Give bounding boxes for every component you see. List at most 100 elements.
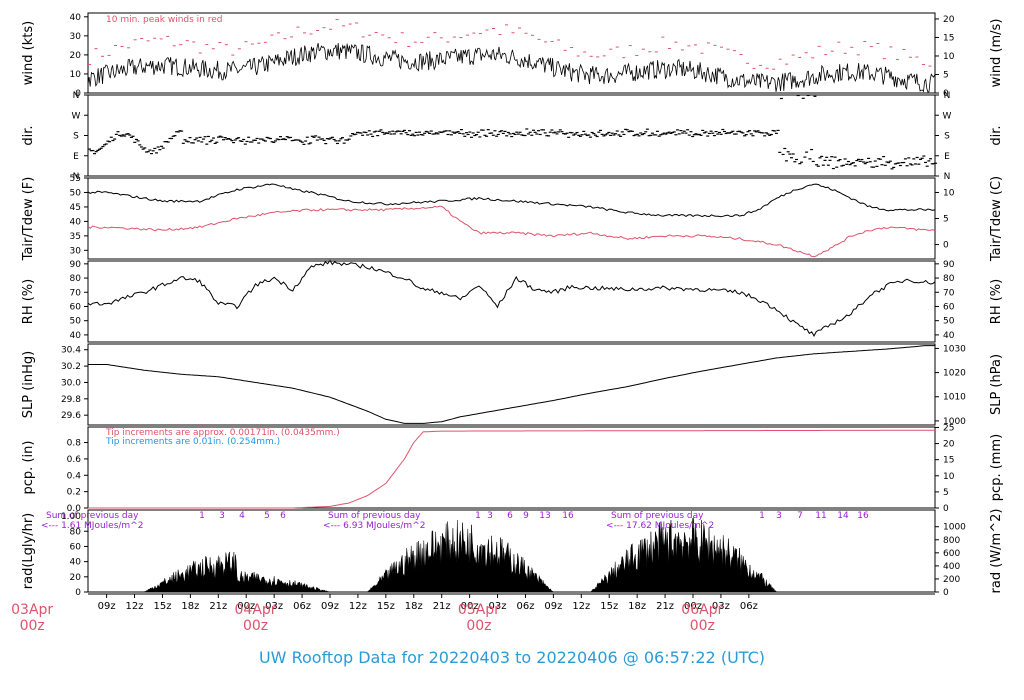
date-label: 05Apr xyxy=(458,602,500,618)
wind-speed-line xyxy=(87,43,935,93)
ytick-label-right: 400 xyxy=(943,562,960,572)
ytick-label-left: 0.6 xyxy=(67,455,82,465)
ylabel-left-pcp: pcp. (in) xyxy=(21,441,36,495)
rad-hour-label: 5 xyxy=(264,511,270,521)
x-tick-label: 12z xyxy=(349,601,367,612)
x-tick-label: 12z xyxy=(572,601,590,612)
ytick-label-left: 20 xyxy=(70,573,82,583)
ylabel-right-rad: rad (W/m^2) xyxy=(989,509,1004,594)
radiation-area-day2 xyxy=(366,519,555,593)
series-line-rh-0 xyxy=(87,259,936,337)
ytick-label-left: 30 xyxy=(70,246,82,256)
ytick-label-right: 1000 xyxy=(943,417,966,427)
ytick-label-left: 0.8 xyxy=(67,439,82,449)
rad-hour-label: 3 xyxy=(219,511,225,521)
ylabel-left-wind: wind (kts) xyxy=(21,21,36,85)
ytick-label-right: S xyxy=(944,132,950,142)
ytick-label-right: 1000 xyxy=(943,523,966,533)
ytick-label-left: 0.2 xyxy=(67,488,81,498)
wind-annotation: 10 min. peak winds in red xyxy=(106,15,223,25)
ytick-label-left: 20 xyxy=(70,51,82,61)
ytick-label-right: W xyxy=(943,111,952,121)
ytick-label-right: 15 xyxy=(943,456,954,466)
ytick-label-left: 55 xyxy=(70,174,81,184)
ytick-label-right: 90 xyxy=(943,260,955,270)
chart-canvas: wind (kts) wind (m/s)0102030400510152010 … xyxy=(11,12,1004,634)
rad-sum-label: Sum of previous day xyxy=(611,511,704,521)
rad-hour-label: 3 xyxy=(776,511,782,521)
ytick-label-left: 60 xyxy=(70,302,82,312)
rad-hour-label: 1 xyxy=(759,511,765,521)
ytick-label-left: 0.0 xyxy=(67,504,82,514)
ytick-label-right: 70 xyxy=(943,288,955,298)
ytick-label-right: 5 xyxy=(943,488,949,498)
ytick-label-right: E xyxy=(944,152,950,162)
ytick-label-right: 10 xyxy=(943,472,955,482)
ytick-label-right: N xyxy=(944,172,951,182)
rad-sum-label: Sum of previous day xyxy=(328,511,421,521)
radiation-area-day1 xyxy=(142,551,331,593)
x-tick-label: 06z xyxy=(293,601,311,612)
x-tick-label: 06z xyxy=(740,601,758,612)
ytick-label-left: 35 xyxy=(70,232,81,242)
rad-sum-value: <--- 17.62 MJoules/m^2 xyxy=(606,521,714,531)
pcp-annotation-1: Tip increments are approx. 0.00171in. (0… xyxy=(105,428,340,438)
panel-frame-slp xyxy=(87,343,936,426)
footer-title: UW Rooftop Data for 20220403 to 20220406… xyxy=(258,648,766,667)
rad-sum-value: <--- 6.93 MJoules/m^2 xyxy=(323,521,425,531)
date-label: 03Apr xyxy=(11,602,53,618)
panel-frame-pcp xyxy=(87,426,936,509)
ylabel-left-rh: RH (%) xyxy=(21,279,36,324)
x-tick-label: 18z xyxy=(405,601,423,612)
ytick-label-right: 25 xyxy=(943,423,954,433)
ytick-label-left: E xyxy=(73,152,79,162)
ylabel-left-temp: Tair/Tdew (F) xyxy=(21,177,36,262)
ytick-label-left: 30 xyxy=(70,32,82,42)
ytick-label-right: N xyxy=(944,91,951,101)
ytick-label-left: N xyxy=(73,172,80,182)
rad-hour-label: 1 xyxy=(475,511,481,521)
ylabel-right-slp: SLP (hPa) xyxy=(989,354,1004,415)
series-line-pcp-0 xyxy=(88,429,935,509)
rad-hour-label: 6 xyxy=(507,511,513,521)
radiation-area-day3 xyxy=(589,517,778,593)
date-hour-label: 00z xyxy=(20,618,45,634)
rad-hour-label: 3 xyxy=(487,511,493,521)
ytick-label-left: 45 xyxy=(70,203,81,213)
ylabel-left-rad: rad(Lgly/hr) xyxy=(21,513,36,589)
x-tick-label: 12z xyxy=(126,601,144,612)
ytick-label-left: S xyxy=(73,132,79,142)
rad-hour-label: 1 xyxy=(199,511,205,521)
ytick-label-left: 60 xyxy=(70,542,82,552)
ytick-label-left: 80 xyxy=(70,527,82,537)
x-tick-label: 03z xyxy=(489,601,507,612)
x-tick-label: 15z xyxy=(600,601,618,612)
ylabel-right-rh: RH (%) xyxy=(989,279,1004,324)
x-tick-label: 21z xyxy=(433,601,451,612)
ylabel-right-dir: dir. xyxy=(989,125,1004,145)
ylabel-right-temp: Tair/Tdew (C) xyxy=(989,176,1004,262)
ytick-label-right: 5 xyxy=(943,215,949,225)
ytick-label-left: N xyxy=(73,91,80,101)
rad-hour-label: 16 xyxy=(562,511,574,521)
x-tick-label: 03z xyxy=(712,601,730,612)
ytick-label-right: 1010 xyxy=(943,393,966,403)
x-tick-label: 03z xyxy=(265,601,283,612)
ytick-label-right: 600 xyxy=(943,549,960,559)
ylabel-right-pcp: pcp. (mm) xyxy=(989,434,1004,501)
ytick-label-right: 0 xyxy=(943,588,949,598)
x-tick-label: 15z xyxy=(153,601,171,612)
ytick-label-right: 10 xyxy=(943,188,955,198)
ytick-label-right: 80 xyxy=(943,274,955,284)
ytick-label-right: 40 xyxy=(943,331,955,341)
rad-hour-label: 11 xyxy=(815,511,826,521)
ytick-label-left: 0.4 xyxy=(67,471,82,481)
ylabel-right-wind: wind (m/s) xyxy=(989,19,1004,88)
series-line-slp-0 xyxy=(88,345,935,424)
ytick-label-right: 1020 xyxy=(943,369,966,379)
ytick-label-right: 10 xyxy=(943,52,955,62)
ytick-label-right: 0 xyxy=(943,504,949,514)
ytick-label-right: 15 xyxy=(943,33,954,43)
ytick-label-right: 20 xyxy=(943,440,955,450)
x-tick-label: 00z xyxy=(237,601,255,612)
